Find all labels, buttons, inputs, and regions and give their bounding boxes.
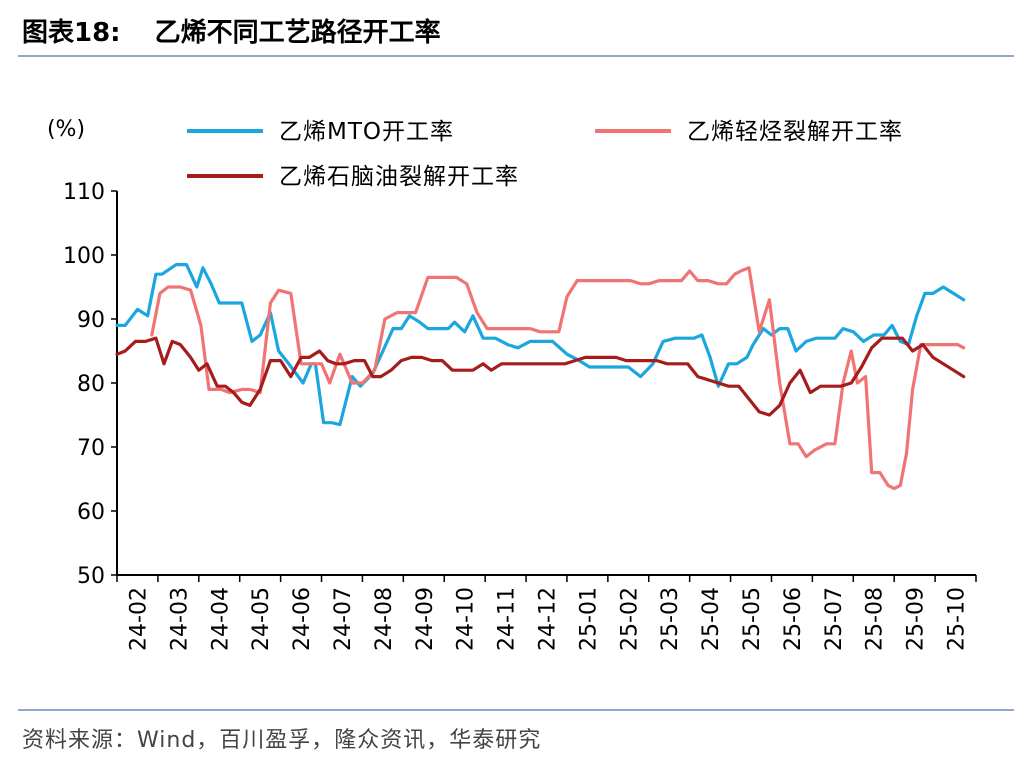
y-tick-label: 90 — [77, 308, 105, 333]
y-tick-label: 60 — [77, 500, 105, 525]
y-axis-label: (%) — [47, 117, 85, 142]
y-axis: 50 60 70 80 90 100 110 — [63, 180, 118, 589]
x-tick-label: 25-01 — [576, 587, 601, 651]
x-tick-label: 25-02 — [617, 587, 642, 651]
legend-label-3: 乙烯石脑油裂解开工率 — [279, 164, 519, 190]
x-tick-label: 25-06 — [781, 587, 806, 651]
y-tick-label: 100 — [63, 244, 105, 269]
x-tick-label: 24-07 — [331, 587, 356, 651]
footer-divider — [18, 709, 1014, 711]
title-divider — [18, 55, 1014, 57]
legend-label-1: 乙烯MTO开工率 — [279, 119, 454, 145]
y-tick-label: 70 — [77, 436, 105, 461]
y-tick-label: 110 — [63, 180, 105, 205]
figure-label: 图表18: — [22, 18, 121, 48]
y-tick-label: 80 — [77, 372, 105, 397]
series-line-1 — [115, 263, 966, 427]
x-tick-label: 24-04 — [208, 587, 233, 651]
legend-label-2: 乙烯轻烃裂解开工率 — [687, 119, 903, 145]
x-tick-label: 25-03 — [658, 587, 683, 651]
source-note: 资料来源：Wind，百川盈孚，隆众资讯，华泰研究 — [22, 728, 542, 753]
x-tick-label: 25-09 — [904, 587, 929, 651]
x-tick-label: 25-07 — [822, 587, 847, 651]
x-tick-label: 25-08 — [863, 587, 888, 651]
x-tick-label: 24-08 — [372, 587, 397, 651]
x-tick-label: 24-10 — [454, 587, 479, 651]
x-tick-label: 25-10 — [945, 587, 970, 651]
figure-title: 图表18: 乙烯不同工艺路径开工率 — [22, 12, 441, 49]
y-tick-label: 50 — [77, 564, 105, 589]
chart-title: 乙烯不同工艺路径开工率 — [154, 18, 441, 48]
x-tick-label: 24-11 — [495, 587, 520, 651]
series-layer — [115, 263, 966, 491]
x-tick-label: 25-05 — [740, 587, 765, 651]
x-tick-label: 24-02 — [126, 587, 151, 651]
x-tick-label: 24-06 — [290, 587, 315, 651]
series-line-2 — [150, 266, 966, 491]
x-tick-label: 24-05 — [249, 587, 274, 651]
x-tick-label: 24-12 — [536, 587, 561, 651]
x-tick-label: 25-04 — [699, 587, 724, 651]
x-axis: 24-02 24-03 24-04 24-05 24-06 24-07 24-08 24-09… — [116, 574, 977, 651]
x-tick-label: 24-09 — [413, 587, 438, 651]
series-line-3 — [115, 336, 966, 417]
x-tick-label: 24-03 — [167, 587, 192, 651]
